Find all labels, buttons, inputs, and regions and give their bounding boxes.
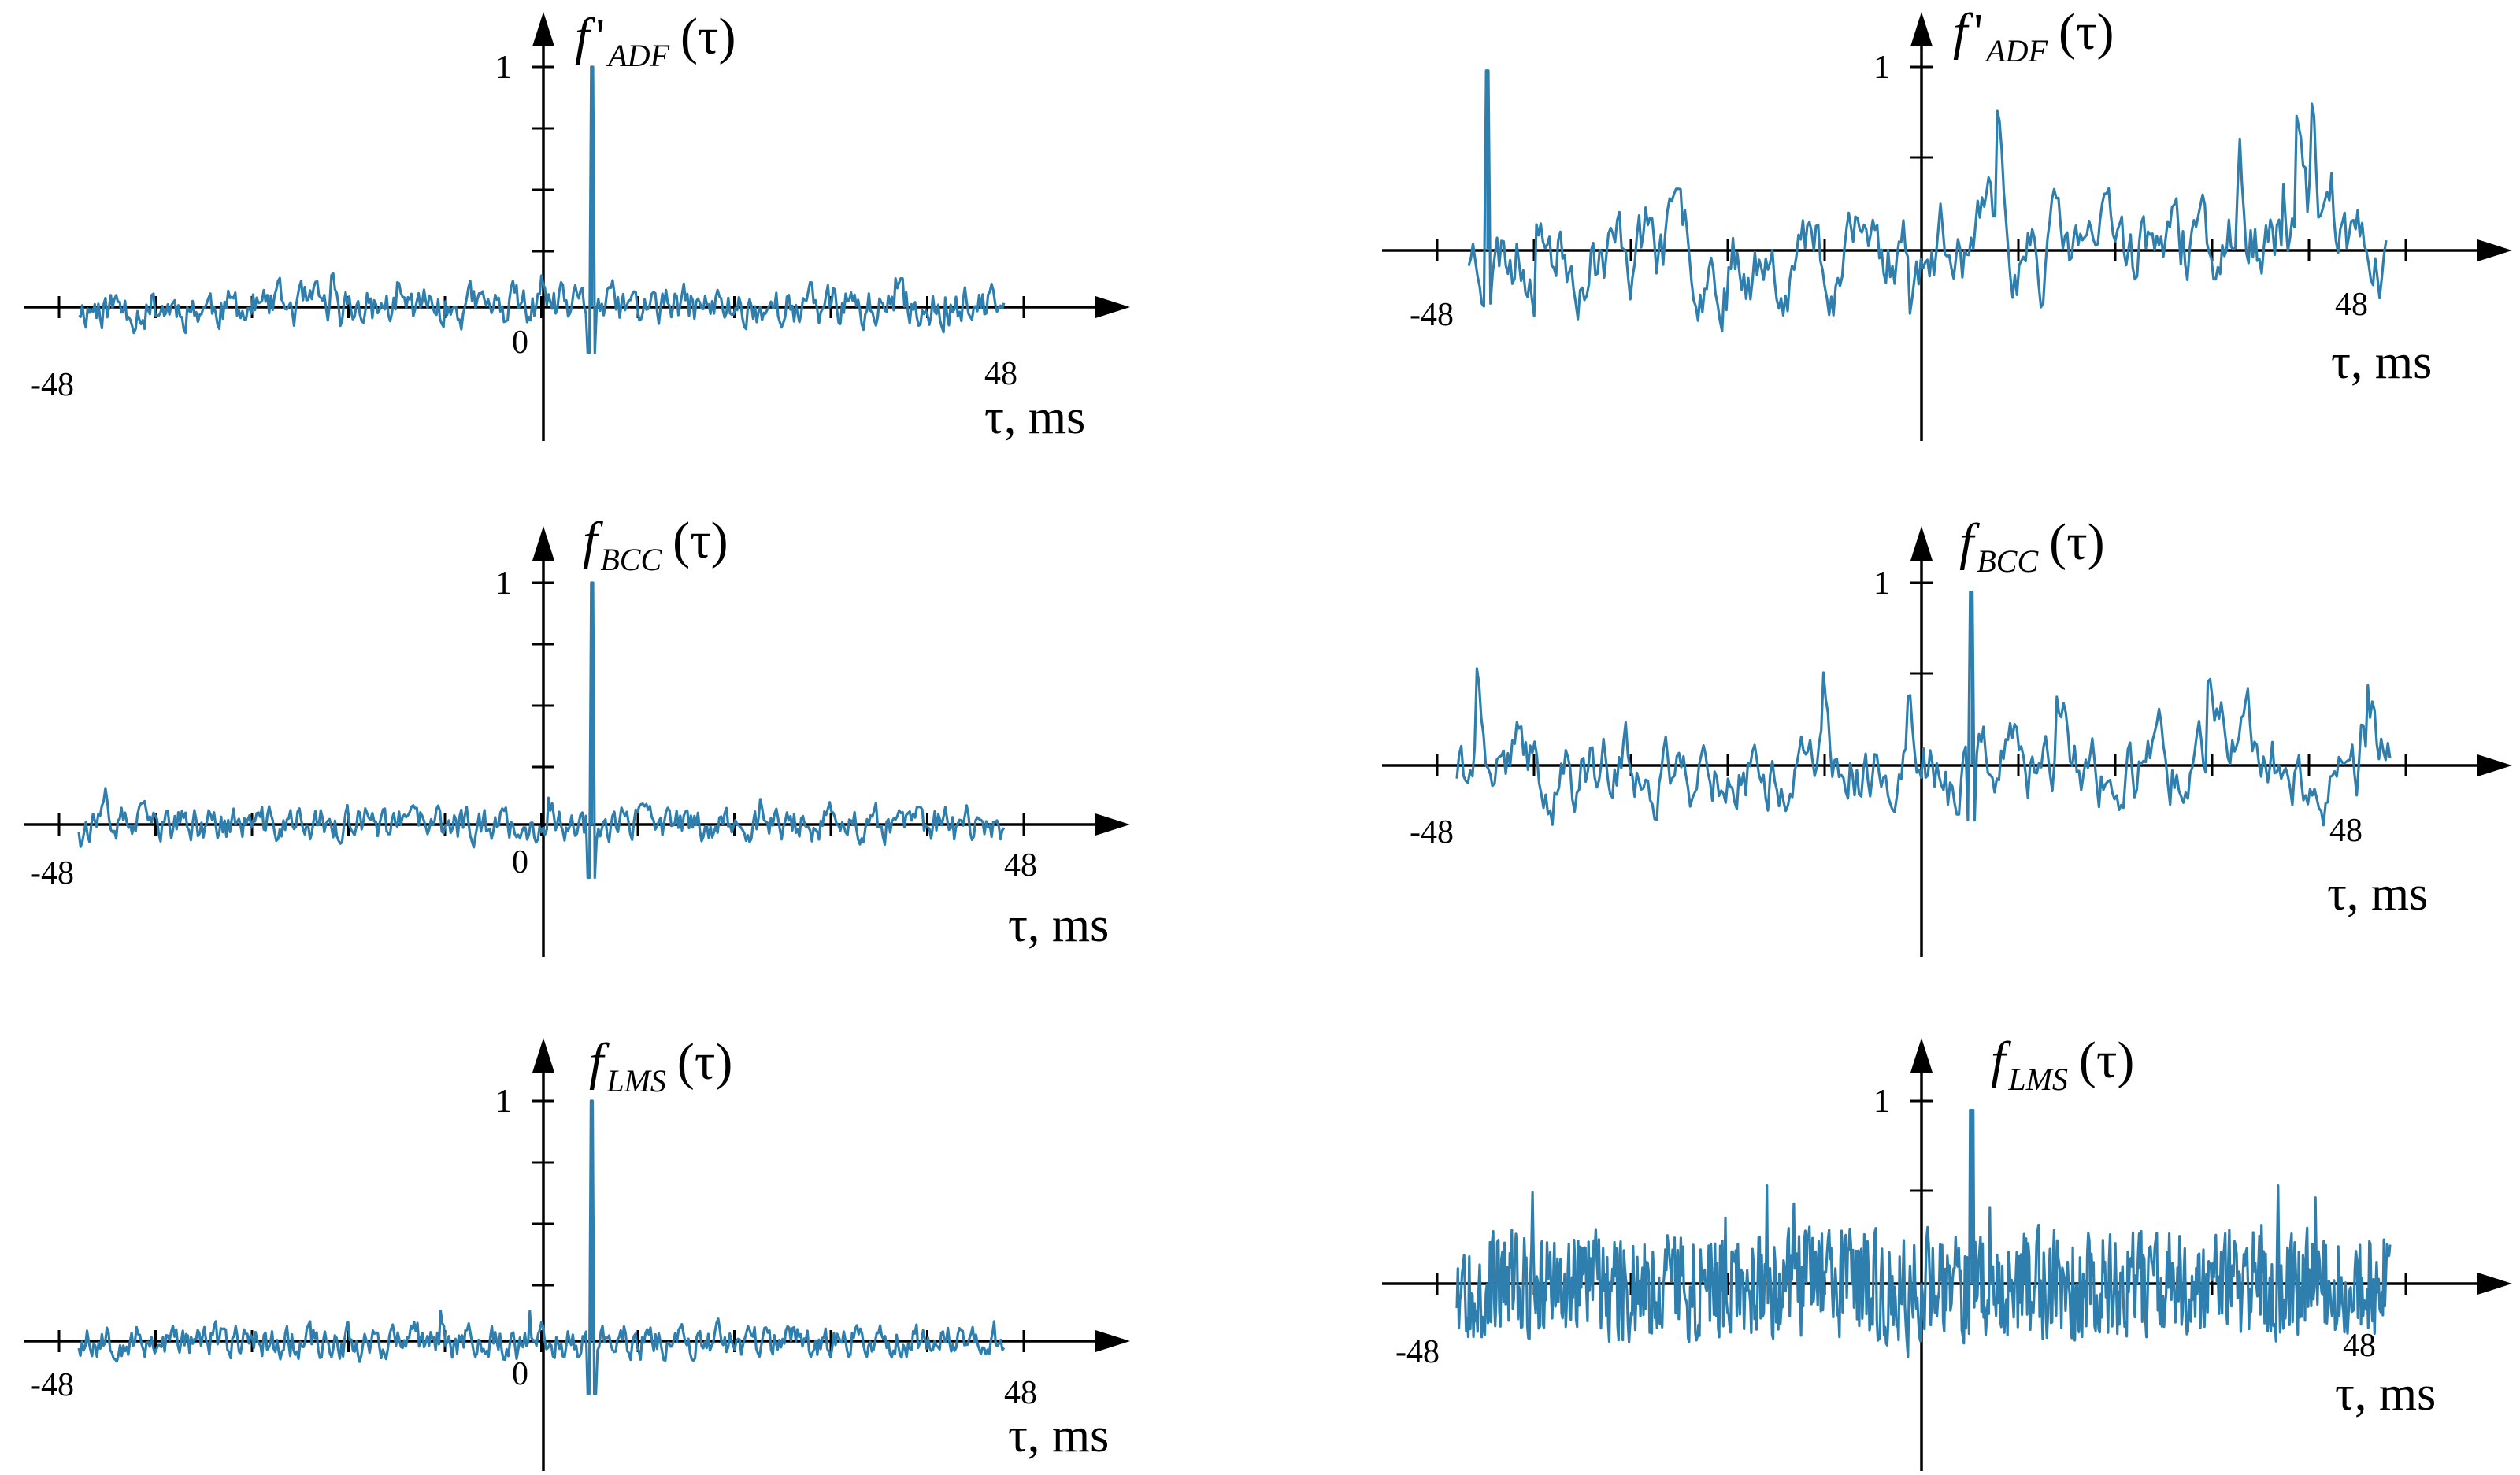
- x-tick-label-min: -48: [30, 855, 74, 891]
- function-label: f ' ADF (τ): [1953, 3, 2114, 69]
- peak-point: [1970, 591, 1973, 594]
- chart-panel-6: 1 -48 48τ, ms f LMS (τ): [1382, 1032, 2512, 1471]
- x-tick-label-zero: 0: [512, 1356, 528, 1392]
- x-tick-label-max: 48: [2343, 1328, 2376, 1364]
- x-tick-label-min: -48: [1395, 1334, 1440, 1370]
- x-axis-arrow: [2477, 239, 2512, 261]
- series-line: [77, 581, 1006, 880]
- x-tick-label-min: -48: [30, 367, 74, 403]
- x-tick-label-max: 48: [2335, 287, 2368, 323]
- peak-point: [1970, 1109, 1973, 1112]
- chart-panel-4: 1 -48 48 τ, ms f BCC (τ): [1382, 513, 2512, 957]
- y-tick-label: 1: [495, 565, 512, 602]
- chart-panel-3: 1 -48 0 48 τ, ms f BCC (τ): [24, 512, 1130, 957]
- x-tick-label-max: 48: [1004, 1375, 1037, 1411]
- x-tick-label-zero: 0: [512, 324, 528, 361]
- x-axis-arrow: [1095, 813, 1130, 836]
- x-tick-label-min: -48: [30, 1367, 74, 1403]
- x-axis-label: τ, ms: [2327, 867, 2428, 921]
- y-axis-arrow: [1910, 1038, 1933, 1073]
- x-tick-label-max: 48: [2329, 813, 2362, 849]
- x-axis-arrow: [2477, 754, 2512, 776]
- x-axis-label: τ, ms: [984, 391, 1085, 444]
- x-tick-label-zero: 0: [512, 844, 528, 880]
- y-axis-arrow: [532, 12, 554, 46]
- x-axis-arrow: [1095, 1330, 1130, 1352]
- x-axis-arrow: [1095, 296, 1130, 318]
- x-axis-label: τ, ms: [2335, 1367, 2436, 1421]
- x-axis-arrow: [2477, 1273, 2512, 1295]
- peak-point: [590, 1099, 593, 1103]
- series-line: [1455, 1108, 2392, 1358]
- x-tick-label-max: 48: [1004, 847, 1037, 884]
- series-line: [78, 65, 1006, 354]
- y-tick-label: 1: [1873, 565, 1890, 602]
- x-axis-label: τ, ms: [2331, 335, 2432, 389]
- series-line: [1467, 69, 2388, 333]
- chart-panel-1: 1 -48 0 48τ, ms f ' ADF (τ): [24, 8, 1130, 444]
- peak-point: [590, 65, 593, 69]
- series-line: [1455, 590, 2392, 827]
- x-tick-label-min: -48: [1410, 297, 1454, 333]
- y-tick-label: 1: [1873, 50, 1890, 86]
- y-tick-label: 1: [495, 1084, 512, 1120]
- y-tick-label: 1: [495, 50, 512, 86]
- function-label: f BCC (τ): [583, 512, 728, 577]
- chart-panel-5: 1 -48 0 48τ, ms f LMS (τ): [24, 1033, 1130, 1471]
- y-axis-arrow: [1910, 12, 1933, 46]
- x-tick-label-min: -48: [1410, 814, 1454, 851]
- series-line: [77, 1099, 1006, 1395]
- y-axis-arrow: [532, 1038, 554, 1073]
- y-tick-label: 1: [1873, 1084, 1890, 1120]
- x-axis-label: τ, ms: [1008, 1409, 1109, 1462]
- peak-point: [1486, 69, 1489, 72]
- y-axis-arrow: [532, 526, 554, 561]
- chart-panel-2: 1 -48 48 τ, ms f ' ADF (τ): [1382, 3, 2512, 441]
- y-axis-arrow: [1910, 526, 1933, 561]
- function-label: f BCC (τ): [1959, 513, 2105, 579]
- function-label: f ' ADF (τ): [575, 8, 736, 73]
- peak-point: [590, 581, 593, 584]
- function-label: f LMS (τ): [589, 1033, 732, 1099]
- function-label: f LMS (τ): [1991, 1032, 2134, 1097]
- x-axis-label: τ, ms: [1008, 899, 1109, 952]
- x-tick-label-max: 48: [984, 356, 1017, 392]
